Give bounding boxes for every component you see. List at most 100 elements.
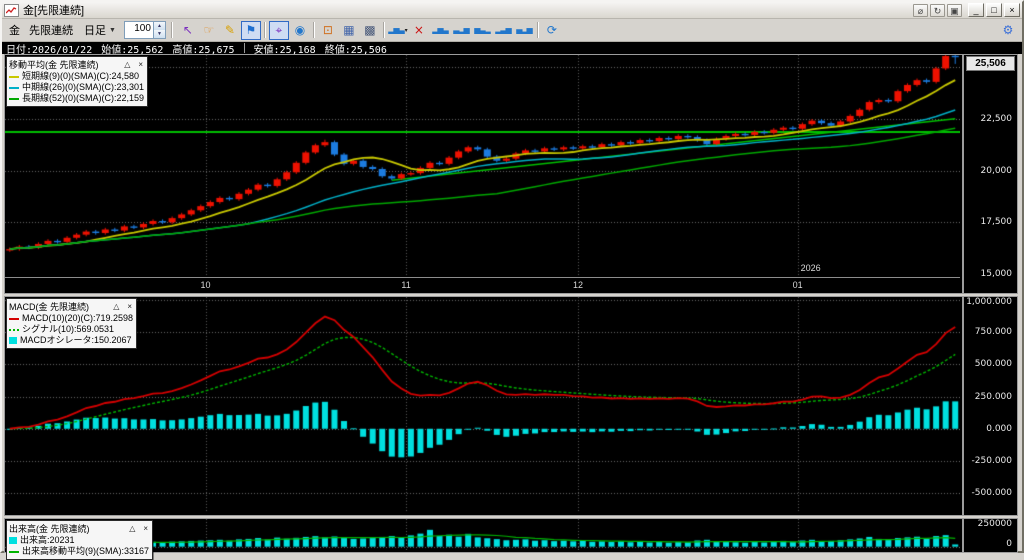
- legend-collapse-button[interactable]: △: [113, 302, 120, 311]
- x-axis-month-label: 01: [792, 280, 803, 290]
- toolbar: 金 先限連続 日足 ▼ 100 ▲ ▼ ↖ ☞ ✎ ⚑ ⌖ ◉ ⊡ ▦ ▩ ▂▅▃ ▾ × ▂▅▃ ▃▂▅…: [2, 19, 1022, 42]
- wrench-icon: ⚙: [1002, 23, 1014, 37]
- quote-high: 高値:25,675: [172, 44, 235, 56]
- quote-open: 始値:25,562: [101, 44, 164, 56]
- legend-row-label: MACD(10)(20)(C):719.2598: [22, 313, 134, 323]
- minimize-button[interactable]: _: [968, 3, 984, 17]
- legend-collapse-button[interactable]: △: [124, 60, 131, 69]
- window-title: 金[先限連続]: [23, 5, 85, 17]
- indicator-1-button[interactable]: ▂▅▃: [430, 21, 450, 40]
- legend-title: 移動平均(金 先限連続): [9, 60, 99, 70]
- indicator-3-button[interactable]: ▅▃▂: [472, 21, 492, 40]
- spin-up-button[interactable]: ▲: [153, 22, 165, 30]
- macd-axis-label: 0.000: [986, 423, 1012, 434]
- select-tool-button[interactable]: ↖: [178, 21, 198, 40]
- legend-title: 出来高(金 先限連続): [9, 524, 90, 534]
- maximize-button[interactable]: □: [986, 3, 1002, 17]
- grid-view-button[interactable]: ▦: [339, 21, 359, 40]
- grid-view-icon: ▦: [343, 23, 355, 37]
- title-bar: 金[先限連続] ⌀ ↻ ▣ _ □ ×: [2, 2, 1022, 19]
- dropdown-arrow-icon: ▾: [404, 27, 408, 34]
- compass-tool-icon: ◉: [294, 23, 306, 37]
- legend-close-button[interactable]: ×: [127, 302, 133, 311]
- main-chart-panel: 10 11 12 01 移動平均(金 先限連続) △ × 短期線(9)(0)(SMA)(C)…: [4, 54, 963, 294]
- main-chart-canvas[interactable]: [5, 55, 960, 277]
- grid-dense-view-icon: ▩: [364, 23, 376, 37]
- grid-dense-view-button[interactable]: ▩: [360, 21, 380, 40]
- legend-row-label: 中期線(26)(0)(SMA)(C):23,301: [22, 82, 145, 92]
- crosshair-tool-button[interactable]: ⌖: [268, 20, 289, 40]
- legend-close-button[interactable]: ×: [143, 524, 149, 533]
- x-axis-month-label: 10: [200, 280, 211, 290]
- macd-canvas[interactable]: [5, 297, 960, 513]
- legend-close-button[interactable]: ×: [138, 60, 144, 69]
- close-button[interactable]: ×: [1004, 3, 1020, 17]
- indicator-5-button[interactable]: ▄▂▅: [514, 21, 534, 40]
- indicator-5-icon: ▄▂▅: [516, 25, 533, 34]
- link-icon[interactable]: ⌀: [913, 3, 928, 17]
- refresh-icon: ⟳: [546, 23, 557, 37]
- spin-down-button[interactable]: ▼: [153, 30, 165, 38]
- legend-swatch: [9, 97, 19, 100]
- trend-tool-button[interactable]: ⚑: [240, 20, 261, 40]
- remove-indicator-button[interactable]: ×: [409, 21, 429, 40]
- volume-panel: 出来高(金 先限連続) △ × 出来高:20231 出来高移動平均(9)(SMA):33…: [4, 518, 963, 560]
- volume-axis: 250000 0: [963, 518, 1018, 553]
- toolbar-separator: [536, 22, 539, 38]
- volume-canvas[interactable]: [5, 519, 960, 550]
- pan-tool-button[interactable]: ☞: [199, 21, 219, 40]
- macd-axis-label: -250.000: [971, 455, 1012, 466]
- legend-title: MACD(金 先限連続): [9, 302, 89, 312]
- window-control-buttons: _ □ ×: [968, 3, 1020, 17]
- legend-row-label: MACDオシレータ:150.2067: [20, 335, 132, 345]
- toolbar-separator: [312, 22, 315, 38]
- indicator-1-icon: ▂▅▃: [432, 25, 449, 34]
- legend-swatch: [9, 550, 19, 553]
- legend-row-label: 短期線(9)(0)(SMA)(C):24,580: [22, 71, 140, 81]
- volume-legend: 出来高(金 先限連続) △ × 出来高:20231 出来高移動平均(9)(SMA):33…: [6, 520, 154, 560]
- legend-row: MACDオシレータ:150.2067: [9, 335, 133, 346]
- indicator-menu-button[interactable]: ▂▅▃ ▾: [388, 21, 408, 40]
- restore-layout-icon[interactable]: ↻: [930, 3, 945, 17]
- volume-axis-label: 0: [1006, 539, 1012, 549]
- main-x-axis: 10 11 12 01: [5, 277, 960, 293]
- bar-count-input[interactable]: 100: [134, 23, 151, 34]
- chart-window-button[interactable]: ⊡: [318, 21, 338, 40]
- chart-window-icon: ⊡: [322, 23, 333, 37]
- period-select-value: 日足: [84, 25, 106, 37]
- pan-tool-icon: ☞: [203, 23, 215, 37]
- indicator-menu-icon: ▂▅▃: [388, 25, 405, 34]
- price-axis-label: 15,000: [980, 268, 1013, 279]
- current-price-box: 25,506: [966, 56, 1015, 71]
- symbol-label: 金: [9, 25, 20, 37]
- cascade-windows-icon[interactable]: ▣: [947, 3, 962, 17]
- macd-panel: MACD(金 先限連続) △ × MACD(10)(20)(C):719.2598 シグ…: [4, 296, 963, 516]
- draw-tool-icon: ✎: [224, 23, 235, 37]
- quote-close: 終値:25,506: [324, 44, 387, 56]
- crosshair-tool-icon: ⌖: [275, 23, 283, 37]
- legend-swatch: [9, 317, 19, 320]
- toolbar-separator: [263, 22, 266, 38]
- select-tool-icon: ↖: [182, 23, 193, 37]
- legend-collapse-button[interactable]: △: [129, 524, 136, 533]
- indicator-4-button[interactable]: ▂▃▅: [493, 21, 513, 40]
- quote-info-bar: 日付:2026/01/22 始値:25,562 高値:25,675 安値:25,…: [2, 42, 1022, 56]
- settings-button[interactable]: ⚙: [998, 21, 1018, 40]
- indicator-2-button[interactable]: ▃▂▅: [451, 21, 471, 40]
- macd-axis-label: -500.000: [971, 488, 1012, 499]
- legend-row: 出来高:20231: [9, 535, 149, 546]
- quote-date: 日付:2026/01/22: [6, 44, 93, 56]
- draw-tool-button[interactable]: ✎: [220, 21, 240, 40]
- macd-legend: MACD(金 先限連続) △ × MACD(10)(20)(C):719.2598 シグ…: [6, 298, 138, 349]
- trend-tool-icon: ⚑: [245, 23, 257, 37]
- macd-axis-label: 250.000: [974, 391, 1012, 402]
- legend-swatch: [9, 75, 19, 78]
- indicator-2-icon: ▃▂▅: [453, 25, 470, 34]
- refresh-button[interactable]: ⟳: [542, 21, 562, 40]
- chevron-down-icon: ▼: [109, 26, 116, 34]
- compass-tool-button[interactable]: ◉: [290, 21, 310, 40]
- period-select[interactable]: 日足 ▼: [79, 20, 121, 40]
- toolbar-separator: [382, 22, 385, 38]
- x-axis-month-label: 12: [572, 280, 584, 290]
